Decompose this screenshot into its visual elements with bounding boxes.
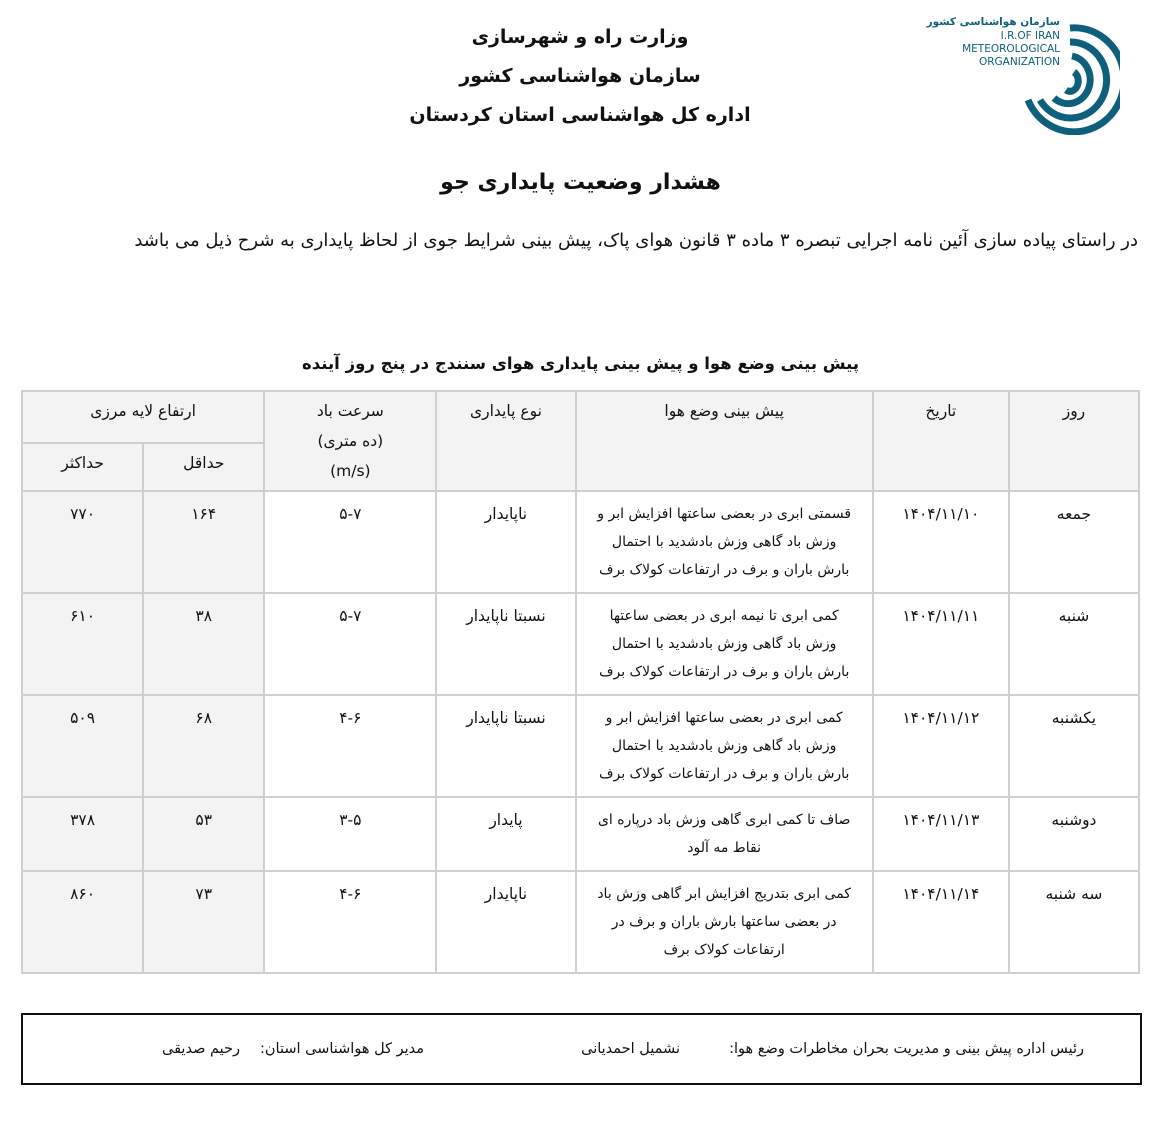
min-height-cell: ۶۸ bbox=[142, 694, 266, 798]
wind-sub-label: (ده متری) bbox=[317, 432, 384, 450]
logo-text-en: METEOROLOGICAL bbox=[962, 43, 1060, 55]
forecast-line: ارتفاعات کولاک برف bbox=[663, 942, 785, 958]
header-day: روز bbox=[1007, 390, 1141, 492]
logo-text-en: ORGANIZATION bbox=[978, 56, 1060, 68]
page-title: هشدار وضعیت پایداری جو bbox=[440, 170, 721, 195]
forecast-line: وزش باد گاهی وزش بادشدید با احتمال bbox=[611, 534, 837, 550]
min-height-cell: ۱۶۴ bbox=[142, 490, 266, 594]
max-height-cell: ۷۷۰ bbox=[20, 490, 145, 594]
forecast-cell: قسمتی ابری در بعضی ساعتها افزایش ابر و وز… bbox=[574, 490, 874, 594]
forecast-line: قسمتی ابری در بعضی ساعتها افزایش ابر و bbox=[597, 506, 852, 522]
logo-text-en: I.R.OF IRAN bbox=[1000, 30, 1060, 42]
max-height-cell: ۸۶۰ bbox=[20, 870, 145, 974]
day-cell: جمعه bbox=[1007, 490, 1141, 594]
header-wind: سرعت باد (ده متری) (m/s) bbox=[263, 390, 438, 492]
day-cell: یکشنبه bbox=[1007, 694, 1141, 798]
organization-name: سازمان هواشناسی کشور bbox=[459, 65, 701, 87]
day-cell: سه شنبه bbox=[1007, 870, 1141, 974]
header-max: حداکثر bbox=[20, 442, 145, 492]
table-row: یکشنبه ۱۴۰۴/۱۱/۱۲ کمی ابری در بعضی ساعتها … bbox=[20, 694, 1141, 798]
stability-cell: پایدار bbox=[435, 796, 577, 872]
wind-cell: ۳-۵ bbox=[263, 796, 438, 872]
day-cell: شنبه bbox=[1007, 592, 1141, 696]
wind-cell: ۵-۷ bbox=[263, 490, 438, 594]
signature-box: رئیس اداره پیش بینی و مدیریت بحران مخاطر… bbox=[21, 1013, 1142, 1085]
date-cell: ۱۴۰۴/۱۱/۱۲ bbox=[871, 694, 1010, 798]
stability-cell: نسبتا ناپایدار bbox=[435, 694, 577, 798]
forecast-line: وزش باد گاهی وزش بادشدید با احتمال bbox=[611, 636, 837, 652]
forecast-line: نقاط مه آلود bbox=[687, 840, 761, 856]
wind-cell: ۴-۶ bbox=[263, 870, 438, 974]
table-row: سه شنبه ۱۴۰۴/۱۱/۱۴ کمی ابری بتدریج افزایش … bbox=[20, 870, 1141, 974]
table-row: دوشنبه ۱۴۰۴/۱۱/۱۳ صاف تا کمی ابری گاهی وزش… bbox=[20, 796, 1141, 872]
wind-unit: (m/s) bbox=[330, 462, 371, 480]
date-cell: ۱۴۰۴/۱۱/۱۱ bbox=[871, 592, 1010, 696]
department-name: اداره کل هواشناسی استان کردستان bbox=[409, 104, 751, 126]
stability-cell: ناپایدار bbox=[435, 490, 577, 594]
intro-paragraph: در راستای پیاده سازی آئین نامه اجرایی تب… bbox=[134, 230, 1138, 251]
forecast-line: بارش باران و برف در ارتفاعات کولاک برف bbox=[598, 766, 850, 782]
forecast-cell: صاف تا کمی ابری گاهی وزش باد درپاره ای نق… bbox=[574, 796, 874, 872]
min-height-cell: ۷۳ bbox=[142, 870, 266, 974]
ministry-name: وزارت راه و شهرسازی bbox=[471, 26, 689, 48]
wind-cell: ۵-۷ bbox=[263, 592, 438, 696]
header-forecast: پیش بینی وضع هوا bbox=[574, 390, 874, 492]
header-stability: نوع پایداری bbox=[435, 390, 577, 492]
max-height-cell: ۳۷۸ bbox=[20, 796, 145, 872]
forecast-line: کمی ابری تا نیمه ابری در بعضی ساعتها bbox=[609, 608, 839, 624]
director-name: رحیم صدیقی bbox=[162, 1041, 240, 1057]
forecast-head-name: نشمیل احمدیانی bbox=[581, 1041, 680, 1057]
wind-cell: ۴-۶ bbox=[263, 694, 438, 798]
forecast-line: صاف تا کمی ابری گاهی وزش باد درپاره ای bbox=[597, 812, 851, 828]
forecast-line: بارش باران و برف در ارتفاعات کولاک برف bbox=[598, 664, 850, 680]
forecast-line: در بعضی ساعتها بارش باران و برف در bbox=[611, 914, 837, 930]
max-height-cell: ۵۰۹ bbox=[20, 694, 145, 798]
forecast-line: وزش باد گاهی وزش بادشدید با احتمال bbox=[611, 738, 837, 754]
stability-cell: ناپایدار bbox=[435, 870, 577, 974]
director-role: مدیر کل هواشناسی استان: bbox=[260, 1041, 424, 1057]
date-cell: ۱۴۰۴/۱۱/۱۳ bbox=[871, 796, 1010, 872]
max-height-cell: ۶۱۰ bbox=[20, 592, 145, 696]
forecast-cell: کمی ابری تا نیمه ابری در بعضی ساعتها وزش … bbox=[574, 592, 874, 696]
forecast-line: کمی ابری بتدریج افزایش ابر گاهی وزش باد bbox=[597, 886, 851, 902]
table-row: جمعه ۱۴۰۴/۱۱/۱۰ قسمتی ابری در بعضی ساعتها … bbox=[20, 490, 1141, 594]
wind-label: سرعت باد bbox=[316, 402, 384, 420]
forecast-line: بارش باران و برف در ارتفاعات کولاک برف bbox=[598, 562, 850, 578]
date-cell: ۱۴۰۴/۱۱/۱۰ bbox=[871, 490, 1010, 594]
forecast-head-role: رئیس اداره پیش بینی و مدیریت بحران مخاطر… bbox=[729, 1041, 1084, 1057]
spiral-emblem-icon bbox=[1024, 24, 1120, 135]
table-title: پیش بینی وضع هوا و پیش بینی پایداری هوای… bbox=[301, 354, 860, 373]
min-height-cell: ۵۳ bbox=[142, 796, 266, 872]
org-header: وزارت راه و شهرسازی سازمان هواشناسی کشور… bbox=[330, 18, 830, 135]
meteorological-organization-logo: سازمان هواشناسی کشور I.R.OF IRAN METEORO… bbox=[927, 14, 1120, 139]
logo-text-fa: سازمان هواشناسی کشور bbox=[926, 16, 1060, 28]
min-height-cell: ۳۸ bbox=[142, 592, 266, 696]
table-row: شنبه ۱۴۰۴/۱۱/۱۱ کمی ابری تا نیمه ابری در ب… bbox=[20, 592, 1141, 696]
date-cell: ۱۴۰۴/۱۱/۱۴ bbox=[871, 870, 1010, 974]
header-boundary-layer: ارتفاع لایه مرزی bbox=[20, 390, 266, 444]
forecast-cell: کمی ابری بتدریج افزایش ابر گاهی وزش باد د… bbox=[574, 870, 874, 974]
day-cell: دوشنبه bbox=[1007, 796, 1141, 872]
header-date: تاریخ bbox=[871, 390, 1010, 492]
forecast-table: روز تاریخ پیش بینی وضع هوا نوع پایداری س… bbox=[20, 390, 1141, 974]
forecast-line: کمی ابری در بعضی ساعتها افزایش ابر و bbox=[605, 710, 843, 726]
header-min: حداقل bbox=[142, 442, 266, 492]
forecast-cell: کمی ابری در بعضی ساعتها افزایش ابر و وزش … bbox=[574, 694, 874, 798]
stability-cell: نسبتا ناپایدار bbox=[435, 592, 577, 696]
